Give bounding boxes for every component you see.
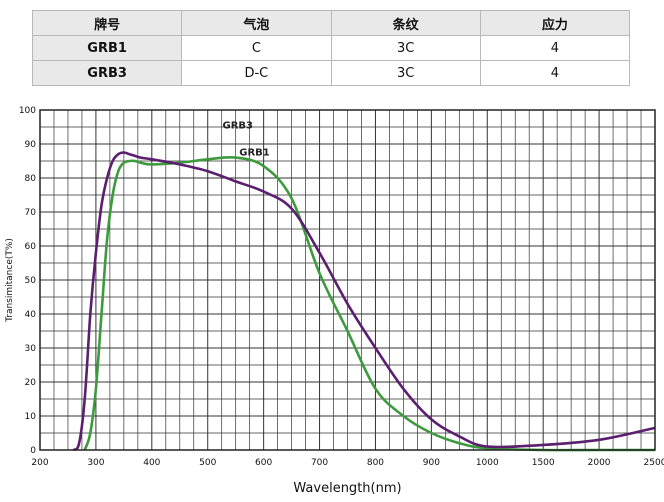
y-tick-label: 60 — [25, 242, 37, 252]
y-axis-label: Transimitance(T%) — [5, 238, 15, 323]
header-cell-bubble: 气泡 — [181, 10, 332, 36]
row-stress-cell: 4 — [479, 60, 631, 86]
x-tick-label: 200 — [31, 458, 48, 468]
series-line-grb1 — [72, 151, 656, 452]
table-header-row: 牌号 气泡 条纹 应力 — [31, 10, 631, 36]
x-tick-label: 1000 — [476, 458, 499, 468]
y-tick-label: 30 — [25, 344, 37, 354]
series-line-grb3 — [83, 155, 655, 452]
y-tick-label: 20 — [25, 378, 37, 388]
x-axis-label: Wavelength(nm) — [293, 481, 401, 496]
x-tick-label: 700 — [311, 458, 328, 468]
transmittance-chart: 200 300 400 500 600 700 800 900 1000 1500 2000 2500… — [5, 106, 664, 496]
row-bubble-cell: C — [181, 35, 332, 61]
x-tick-label: 900 — [423, 458, 440, 468]
row-grade-cell: GRB3 — [31, 60, 183, 86]
x-tick-label: 500 — [199, 458, 216, 468]
y-tick-label: 50 — [25, 276, 37, 286]
x-tick-label: 400 — [143, 458, 160, 468]
chart-ticks: 200 300 400 500 600 700 800 900 1000 1500 2000 2500… — [19, 106, 664, 468]
table-row: GRB3 D-C 3C 4 — [31, 60, 631, 86]
row-stripe-cell: 3C — [330, 35, 481, 61]
chart-series — [72, 151, 656, 452]
x-tick-label: 2500 — [644, 458, 664, 468]
y-tick-label: 10 — [25, 412, 37, 422]
y-tick-label: 90 — [25, 140, 37, 150]
y-tick-label: 70 — [25, 208, 37, 218]
row-stripe-cell: 3C — [330, 60, 481, 86]
plot-frame — [39, 109, 656, 451]
x-tick-label: 800 — [367, 458, 384, 468]
row-bubble-cell: D-C — [181, 60, 332, 86]
header-cell-stress: 应力 — [479, 10, 631, 36]
series-label-grb3: GRB3 — [223, 121, 254, 132]
table-row: GRB1 C 3C 4 — [31, 35, 631, 61]
y-tick-label: 100 — [19, 106, 36, 116]
spec-table: 牌号 气泡 条纹 应力 GRB1 C 3C 4 GRB3 D-C 3C 4 — [31, 10, 631, 86]
x-tick-label: 600 — [255, 458, 272, 468]
x-tick-label: 2000 — [588, 458, 611, 468]
header-cell-stripe: 条纹 — [330, 10, 481, 36]
chart-series-labels: GRB1 GRB3 — [223, 121, 270, 159]
row-grade-cell: GRB1 — [31, 35, 183, 61]
x-tick-label: 300 — [87, 458, 104, 468]
y-tick-label: 0 — [30, 446, 36, 456]
x-tick-label: 1500 — [532, 458, 555, 468]
row-stress-cell: 4 — [479, 35, 631, 61]
y-tick-label: 40 — [25, 310, 37, 320]
header-cell-grade: 牌号 — [31, 10, 183, 36]
y-tick-label: 80 — [25, 174, 37, 184]
series-label-grb1: GRB1 — [239, 148, 270, 159]
